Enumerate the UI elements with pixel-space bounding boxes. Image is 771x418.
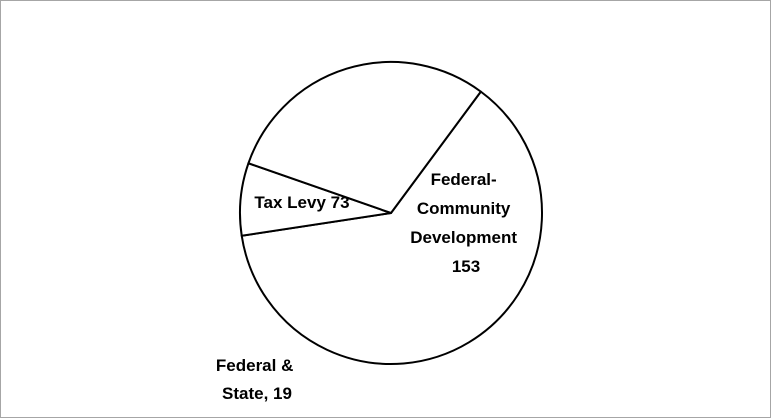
- slice-label-line: Tax Levy 73: [254, 193, 349, 212]
- slice-label-tax-levy: Tax Levy 73: [254, 193, 349, 212]
- slice-label-line: 153: [452, 257, 480, 276]
- slice-label-federal-state: Federal & State, 19: [216, 356, 298, 403]
- pie-slices: [239, 61, 543, 365]
- slice-label-line: Federal &: [216, 356, 293, 375]
- pie-slice-federal-community-development: [240, 90, 543, 365]
- slice-label-line: Community: [417, 199, 511, 218]
- slice-label-federal-community-development: Federal- Community Development 153: [410, 170, 521, 276]
- slice-label-line: State, 19: [222, 384, 292, 403]
- slice-label-line: Federal-: [431, 170, 497, 189]
- pie-labels: Federal- Community Development 153 Feder…: [216, 170, 521, 403]
- pie-slice-tax-levy: [247, 61, 482, 214]
- slice-label-line: Development: [410, 228, 517, 247]
